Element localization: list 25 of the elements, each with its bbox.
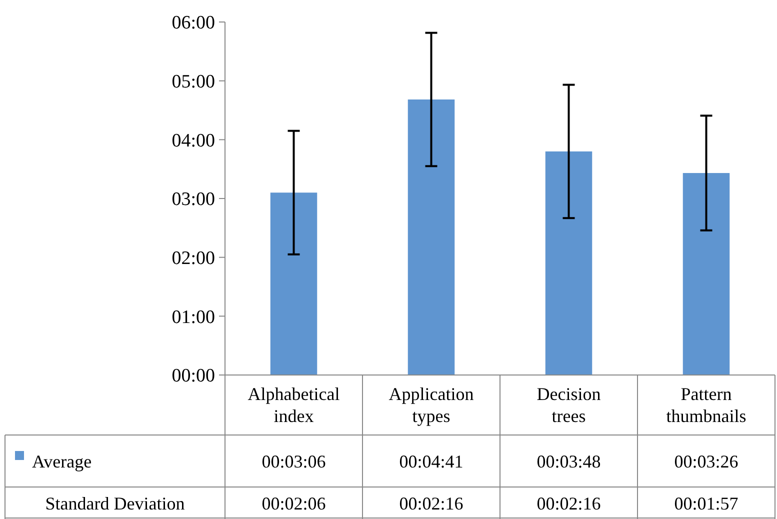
- y-tick-label: 05:00: [172, 71, 215, 92]
- bar: [545, 151, 592, 375]
- y-tick-label: 03:00: [172, 189, 215, 210]
- text: 00:02:16: [399, 493, 464, 514]
- data-label: 00:03:06: [262, 451, 326, 472]
- bar: [682, 173, 730, 375]
- x-tick-label: Alphabetical index: [248, 384, 340, 426]
- x-tick-label: Pattern thumbnails: [666, 384, 746, 426]
- bar: [270, 192, 318, 375]
- x-tick-label: Application types: [388, 384, 474, 426]
- text: 00:01:57: [674, 493, 738, 514]
- data-label: 00:03:26: [674, 451, 738, 472]
- y-tick-label: 04:00: [172, 130, 215, 152]
- text: 00:02:16: [536, 493, 601, 514]
- legend-label: Average: [32, 451, 92, 472]
- text: 00:02:06: [262, 493, 326, 514]
- x-tick-label: Decision trees: [536, 384, 601, 426]
- y-tick-label: 01:00: [172, 306, 215, 328]
- y-tick-label: 02:00: [172, 248, 215, 269]
- bar: [408, 99, 455, 375]
- y-tick-label: 00:00: [172, 366, 215, 387]
- data-label: 00:03:48: [536, 451, 601, 472]
- y-tick-label: 06:00: [172, 12, 215, 34]
- data-label: 00:04:41: [399, 451, 464, 472]
- text: Standard Deviation: [45, 493, 185, 514]
